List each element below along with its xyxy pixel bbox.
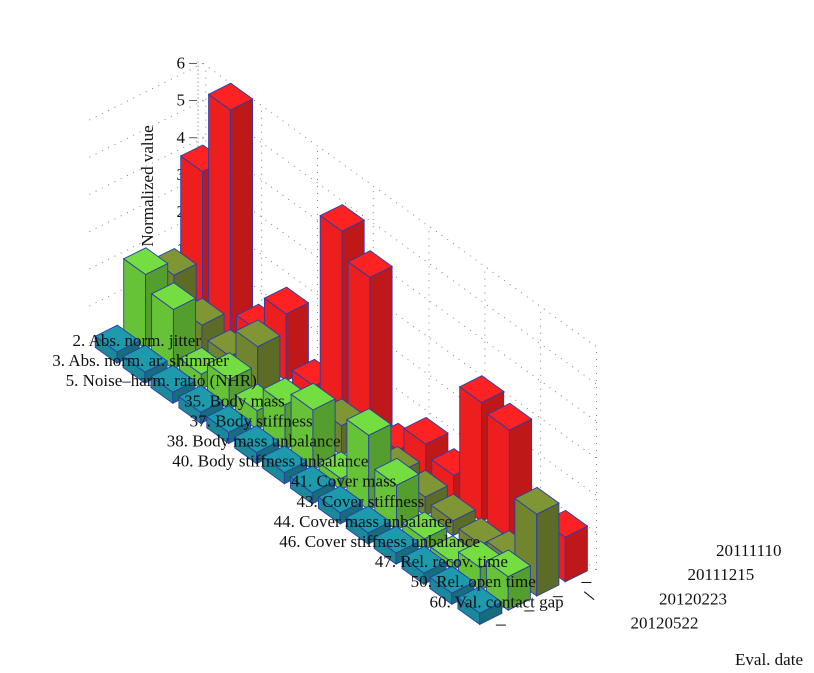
category-tick-label: 50. Rel. open time [411,572,536,591]
bar-face-top [151,247,198,276]
category-tick-label: 46. Cover stiffness unbalance [279,532,480,551]
bar [150,282,197,370]
bar-face-top [289,465,336,494]
series-tick-label: 20111215 [688,565,755,584]
bar-face-top [514,486,560,515]
bar [150,364,196,405]
bar-face-top [263,286,310,315]
bar [401,545,447,586]
y-tick-label: 6 [177,53,186,72]
bar [373,525,420,565]
bar-face-top [150,364,196,393]
bar-face-top [261,445,308,474]
bar-face-top [403,416,449,445]
grid-line [86,100,204,160]
bar [486,402,533,543]
bar-face-top [486,402,533,431]
category-tick-label: 38. Body mass unbalance [167,432,341,451]
bar-face-top [122,247,169,276]
bar [207,82,254,342]
category-tick-label: 5. Noise–harm. ratio (NHR) [66,371,257,390]
category-tick-label: 2. Abs. norm. jitter [73,331,202,350]
y-axis-label: Normalized value [138,125,157,246]
bar-face-top [122,344,168,373]
bar-face-top [458,375,505,404]
series-tick-label: 20120223 [659,589,727,608]
bar [205,405,252,445]
z-axis-label: Eval. date [735,650,803,669]
category-tick-label: 41. Cover mass [291,472,396,491]
category-tick-label: 43. Cover stiffness [297,492,425,511]
bar [178,384,224,425]
bar-face-top [345,505,392,534]
bar [289,465,336,505]
bar-face-top [205,405,252,433]
bar-face-top [178,384,224,413]
bar-face-top [373,457,420,486]
bar-face-top [235,319,281,348]
chart-bars [94,82,589,626]
y-tick-label: 5 [177,91,186,110]
category-tick-label: 47. Rel. recov. time [375,552,508,571]
bar [514,486,560,597]
bar-face-top [429,565,475,594]
bar-face-front [487,413,510,543]
bar-face-top [233,425,280,454]
bar-face-top [401,511,448,540]
grid-line [202,63,597,348]
bar [233,425,280,465]
bar-face-side [536,502,560,597]
bar-face-top [401,545,447,574]
category-tick [583,591,595,601]
bar [429,565,475,606]
category-tick-label: 35. Body mass [184,391,285,410]
bar [122,344,168,385]
bar [261,445,308,485]
bar-face-top [317,485,364,514]
bar-face-top [485,549,532,578]
bar [290,382,336,471]
series-tick-label: 20120522 [631,613,699,632]
category-tick-label: 44. Cover mass unbalance [274,512,452,531]
series-tick-label: 20111110 [716,541,781,560]
category-tick-label: 37. Body stiffness [190,411,313,430]
bar-face-top [346,408,392,436]
bar [235,319,281,396]
bar-face-top [319,204,366,232]
bar-face-top [94,324,141,353]
bar-face-top [206,352,253,381]
bar-face-side [229,98,254,342]
category-tick-label: 3. Abs. norm. ar. shimmer [52,351,229,370]
bar-face-top [457,585,503,614]
bar-face-top [150,282,197,311]
bar [317,485,364,525]
bar [457,585,503,626]
bar [347,250,393,442]
bar-face-top [290,382,336,411]
grid-line [86,62,204,122]
category-tick-label: 60. Val. contact gap [429,592,563,611]
bar-face-top [347,250,393,278]
bar-face-top [430,493,477,522]
bar-face-top [373,525,420,554]
category-tick-label: 40. Body stiffness unbalance [172,452,368,471]
y-tick-label: 4 [177,128,186,147]
bar-face-top [207,82,254,111]
bar-face-front [208,93,231,342]
bar [94,324,141,364]
grid-line [86,137,204,197]
